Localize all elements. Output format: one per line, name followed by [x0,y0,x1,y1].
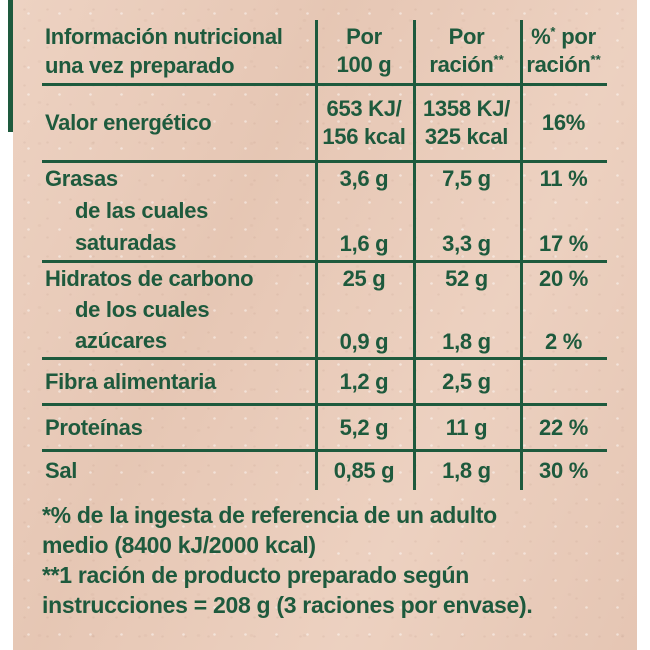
row-grasas: Grasas de las cuales saturadas 3,6 g 1,6… [42,163,607,260]
rule-below-grasas [42,260,607,263]
footnote-reference-intake-line2: medio (8400 kJ/2000 kcal) [42,532,316,558]
energy-pct: 16% [541,110,586,135]
grasas-sub-label-line1: de las cuales [75,198,209,223]
energy-label: Valor energético [45,110,212,135]
column-divider-3 [520,20,523,490]
double-asterisk-mark: ** [493,51,504,67]
sal-label: Sal [45,458,78,483]
energy-per-racion: 1358 KJ/ 325 kcal [423,96,510,149]
hidratos-racion-values: 52 g 1,8 g [413,263,520,357]
footnote-serving-size-line2: instrucciones = 208 g (3 raciones por en… [42,592,533,618]
footnotes: *% de la ingesta de referencia de un adu… [42,500,622,620]
table-title: Información nutricional una vez preparad… [42,18,315,83]
table-title-line2: una vez preparado [45,52,235,78]
azucares-pct: 2 % [544,328,582,354]
hidratos-sub-label-line1: de los cuales [75,297,210,322]
proteinas-label: Proteínas [45,414,143,440]
asterisk-mark: * [550,23,556,39]
hidratos-label: Hidratos de carbono [45,266,254,291]
fibra-pct [520,360,607,403]
hidratos-labels: Hidratos de carbono de los cuales azúcar… [42,263,315,357]
grasas-racion-values: 7,5 g 3,3 g [413,163,520,260]
fibra-per100: 1,2 g [339,368,389,394]
column-divider-1 [315,20,318,490]
row-valor-energetico: Valor energético 653 KJ/ 156 kcal 1358 K… [42,86,607,160]
proteinas-racion: 11 g [445,414,488,440]
hidratos-pct-values: 20 % 2 % [520,263,607,357]
footnote-serving-size-line1: **1 ración de producto preparado según [42,562,469,588]
column-divider-2 [413,20,416,490]
hidratos-pct: 20 % [539,265,588,291]
double-asterisk-mark: ** [590,51,601,67]
rule-below-proteinas [42,449,607,452]
column-header-pct-racion: %* por ración** [526,23,601,77]
energy-per100: 653 KJ/ 156 kcal [322,96,406,149]
table-title-line1: Información nutricional [45,23,283,49]
row-fibra: Fibra alimentaria 1,2 g 2,5 g [42,360,607,403]
fibra-racion: 2,5 g [442,368,491,394]
proteinas-pct: 22 % [539,414,588,440]
rule-below-hidratos [42,357,607,360]
grasas-sub-label-line2: saturadas [75,230,177,255]
hidratos-per100-values: 25 g 0,9 g [315,263,413,357]
grasas-per100-values: 3,6 g 1,6 g [315,163,413,260]
fibra-label: Fibra alimentaria [45,368,216,394]
sal-pct: 30 % [539,458,588,483]
footnote-reference-intake-line1: *% de la ingesta de referencia de un adu… [42,502,497,528]
hidratos-sub-label-line2: azúcares [75,328,167,353]
grasas-per100: 3,6 g [339,166,389,191]
rule-below-fibra [42,403,607,406]
row-hidratos: Hidratos de carbono de los cuales azúcar… [42,263,607,357]
grasas-racion: 7,5 g [442,166,491,191]
grasas-pct: 11 % [539,166,588,191]
saturadas-pct: 17 % [539,231,588,256]
saturadas-racion: 3,3 g [442,231,491,256]
grasas-labels: Grasas de las cuales saturadas [42,163,315,260]
row-proteinas: Proteínas 5,2 g 11 g 22 % [42,406,607,449]
grasas-pct-values: 11 % 17 % [520,163,607,260]
kraft-paper-background [13,0,637,650]
hidratos-per100: 25 g [342,265,386,291]
sal-per100: 0,85 g [333,458,395,483]
nutrition-table: Información nutricional una vez preparad… [42,18,607,490]
package-edge-accent-line [8,0,13,132]
saturadas-per100: 1,6 g [339,231,389,256]
rule-below-header [42,83,607,86]
table-header-row: Información nutricional una vez preparad… [42,18,607,83]
hidratos-racion: 52 g [445,265,488,291]
sal-racion: 1,8 g [442,458,491,483]
proteinas-per100: 5,2 g [339,414,389,440]
azucares-per100: 0,9 g [339,328,389,354]
azucares-racion: 1,8 g [442,328,491,354]
rule-below-energy [42,160,607,163]
row-sal: Sal 0,85 g 1,8 g 30 % [42,452,607,490]
column-header-per-100g: Por 100 g [336,23,392,77]
grasas-label: Grasas [45,166,118,191]
column-header-per-racion: Por ración** [429,23,504,77]
